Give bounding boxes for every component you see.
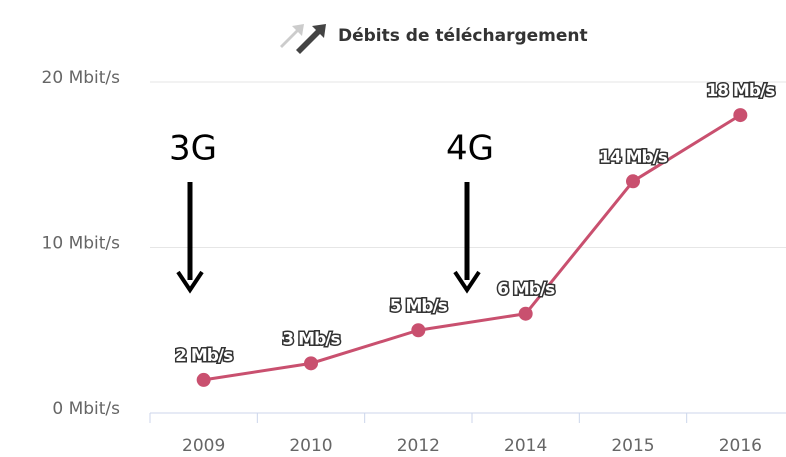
title-icon [280, 24, 326, 54]
data-point [411, 323, 426, 338]
data-point [304, 356, 318, 371]
data-line [203, 113, 742, 382]
x-tick-label: 2009 [182, 436, 225, 456]
y-tick-label: 10 Mbit/s [42, 234, 121, 254]
y-tick-label: 0 Mbit/s [52, 399, 120, 419]
data-point [626, 174, 640, 189]
annotation: 4G [446, 129, 494, 169]
data-label: 2 Mb/s [175, 346, 233, 366]
data-label: 18 Mb/s [706, 81, 775, 101]
annotation: 3G [169, 129, 217, 169]
data-label: 3 Mb/s [282, 329, 340, 349]
data-point [518, 306, 533, 321]
x-tick-label: 2012 [397, 436, 440, 456]
x-tick-label: 2014 [504, 436, 547, 456]
data-label: 5 Mb/s [390, 296, 448, 316]
x-tick-label: 2015 [611, 436, 654, 456]
x-tick-label: 2010 [289, 436, 332, 456]
data-point [196, 372, 211, 387]
annotation-arrowhead [176, 270, 204, 294]
data-point [733, 108, 748, 123]
y-tick-label: 20 Mbit/s [42, 68, 121, 88]
data-label: 6 Mb/s [497, 280, 555, 300]
chart-title: Débits de téléchargement [338, 26, 588, 46]
x-tick-label: 2016 [719, 436, 762, 456]
annotation-arrowhead [453, 270, 481, 294]
data-label: 14 Mb/s [599, 147, 668, 167]
